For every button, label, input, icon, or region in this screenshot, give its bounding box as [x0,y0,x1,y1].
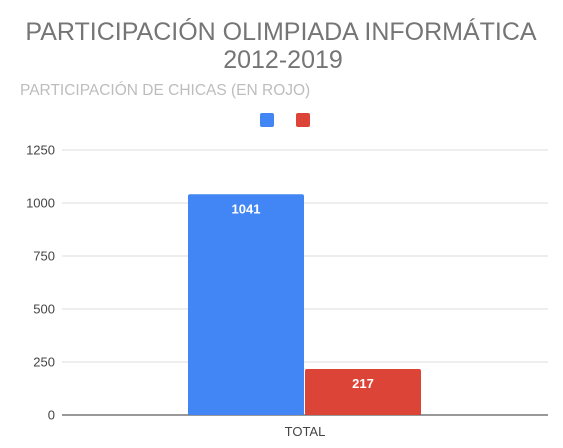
bar-series-2 [305,368,421,415]
bar-series-1 [188,194,304,415]
chart-title-line-2: 2012-2019 [223,46,343,74]
y-tick-label: 1250 [26,143,55,158]
y-tick-label: 1000 [26,196,55,211]
y-tick-label: 750 [33,249,55,264]
y-tick-label: 250 [33,355,55,370]
y-tick-label: 0 [48,408,55,423]
bars: 1041 217 [188,194,421,415]
data-label: 1041 [232,201,261,216]
legend-swatch-1 [260,113,274,127]
chart-subtitle: PARTICIPACIÓN DE CHICAS (EN ROJO) [20,82,310,99]
x-axis-categories: TOTAL [285,424,326,439]
data-label: 217 [352,376,374,391]
chart-title: PARTICIPACIÓN OLIMPIADA INFORMÁTICA [25,17,537,46]
y-tick-label: 500 [33,302,55,317]
legend [260,113,310,127]
gridlines [62,149,548,416]
x-category-label: TOTAL [285,424,326,439]
y-axis-ticks: 0 250 500 750 1000 1250 [26,143,55,423]
legend-swatch-2 [296,113,310,127]
